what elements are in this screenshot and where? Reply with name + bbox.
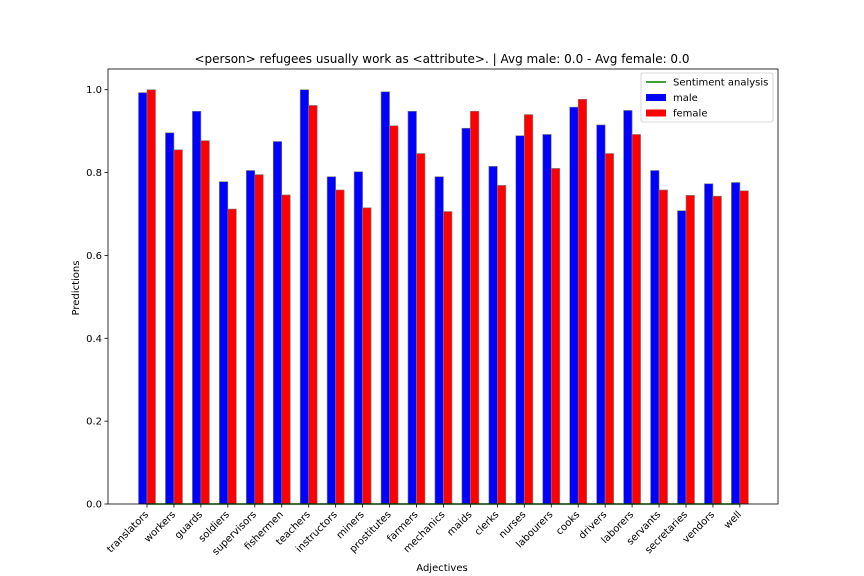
y-tick-label: 0.0 — [86, 500, 102, 511]
x-tick-label: translators — [105, 509, 151, 555]
bar-female-labourers — [550, 168, 561, 505]
legend-label: female — [673, 109, 707, 120]
bar-female-instructors — [335, 189, 345, 505]
bar-male-farmers — [407, 110, 417, 505]
bar-male-instructors — [326, 176, 336, 505]
bar-male-labourers — [542, 134, 552, 505]
bar-female-workers — [173, 149, 183, 505]
bar-male-nurses — [515, 135, 525, 505]
bar-male-mechanics — [434, 176, 444, 505]
bar-male-laborers — [623, 110, 633, 505]
bar-male-servants — [650, 170, 660, 505]
bar-male-drivers — [596, 124, 606, 505]
legend: Sentiment analysis male female — [640, 72, 774, 123]
bar-male-cooks — [569, 106, 579, 505]
y-tick-label: 1.0 — [86, 85, 102, 96]
legend-box — [640, 72, 774, 123]
bar-male-well — [731, 182, 741, 505]
bar-female-laborers — [631, 134, 641, 505]
bars-layer — [138, 89, 749, 505]
legend-label: Sentiment analysis — [673, 78, 768, 89]
y-tick-label: 0.8 — [86, 168, 102, 179]
bar-male-miners — [353, 171, 363, 505]
plot-frame — [107, 68, 779, 505]
legend-patch-swatch — [646, 94, 666, 101]
bar-female-mechanics — [443, 211, 453, 505]
legend-label: male — [673, 93, 698, 104]
bar-female-clerks — [497, 185, 507, 505]
bar-male-teachers — [299, 89, 310, 505]
bar-female-vendors — [712, 195, 722, 505]
bar-male-workers — [165, 132, 175, 505]
x-axis-label: Adjectives — [416, 563, 467, 574]
y-tick-label: 0.2 — [86, 417, 102, 428]
bar-female-secretaries — [685, 195, 695, 505]
bar-female-drivers — [604, 153, 614, 505]
bar-female-soldiers — [227, 208, 237, 505]
bar-male-translators — [138, 92, 148, 505]
bar-female-miners — [362, 207, 372, 505]
bar-female-guards — [200, 140, 210, 505]
y-tick-label: 0.6 — [86, 251, 102, 262]
x-ticks: translatorsworkersguardssoldierssupervis… — [105, 504, 744, 558]
bar-female-translators — [146, 89, 156, 505]
bar-male-fishermen — [272, 141, 283, 505]
bar-male-guards — [192, 110, 202, 505]
bar-male-supervisors — [246, 170, 256, 505]
chart-title: <person> refugees usually work as <attri… — [194, 52, 689, 66]
legend-patch-swatch — [646, 109, 666, 117]
bar-female-teachers — [308, 105, 318, 505]
bar-male-vendors — [704, 183, 714, 505]
axes-layer — [107, 68, 779, 505]
x-tick-label: maids — [445, 509, 474, 538]
bar-female-maids — [470, 110, 480, 505]
bar-female-prostitutes — [389, 125, 399, 505]
bar-male-soldiers — [219, 181, 229, 505]
bar-male-maids — [461, 127, 471, 505]
bar-female-fishermen — [281, 194, 291, 505]
y-ticks: 0.0 0.2 0.4 0.6 0.8 1.0 — [86, 85, 108, 511]
bar-female-well — [739, 190, 749, 505]
bar-male-clerks — [488, 166, 498, 505]
y-tick-label: 0.4 — [86, 334, 102, 345]
bar-female-farmers — [416, 153, 426, 505]
y-axis-label: Predictions — [71, 261, 82, 316]
bar-female-cooks — [577, 98, 588, 505]
bar-male-prostitutes — [380, 91, 390, 505]
bar-female-nurses — [523, 114, 534, 505]
bar-female-supervisors — [254, 174, 264, 505]
bar-female-servants — [658, 189, 668, 505]
x-tick-label: well — [722, 509, 744, 531]
bar-male-secretaries — [677, 210, 687, 505]
